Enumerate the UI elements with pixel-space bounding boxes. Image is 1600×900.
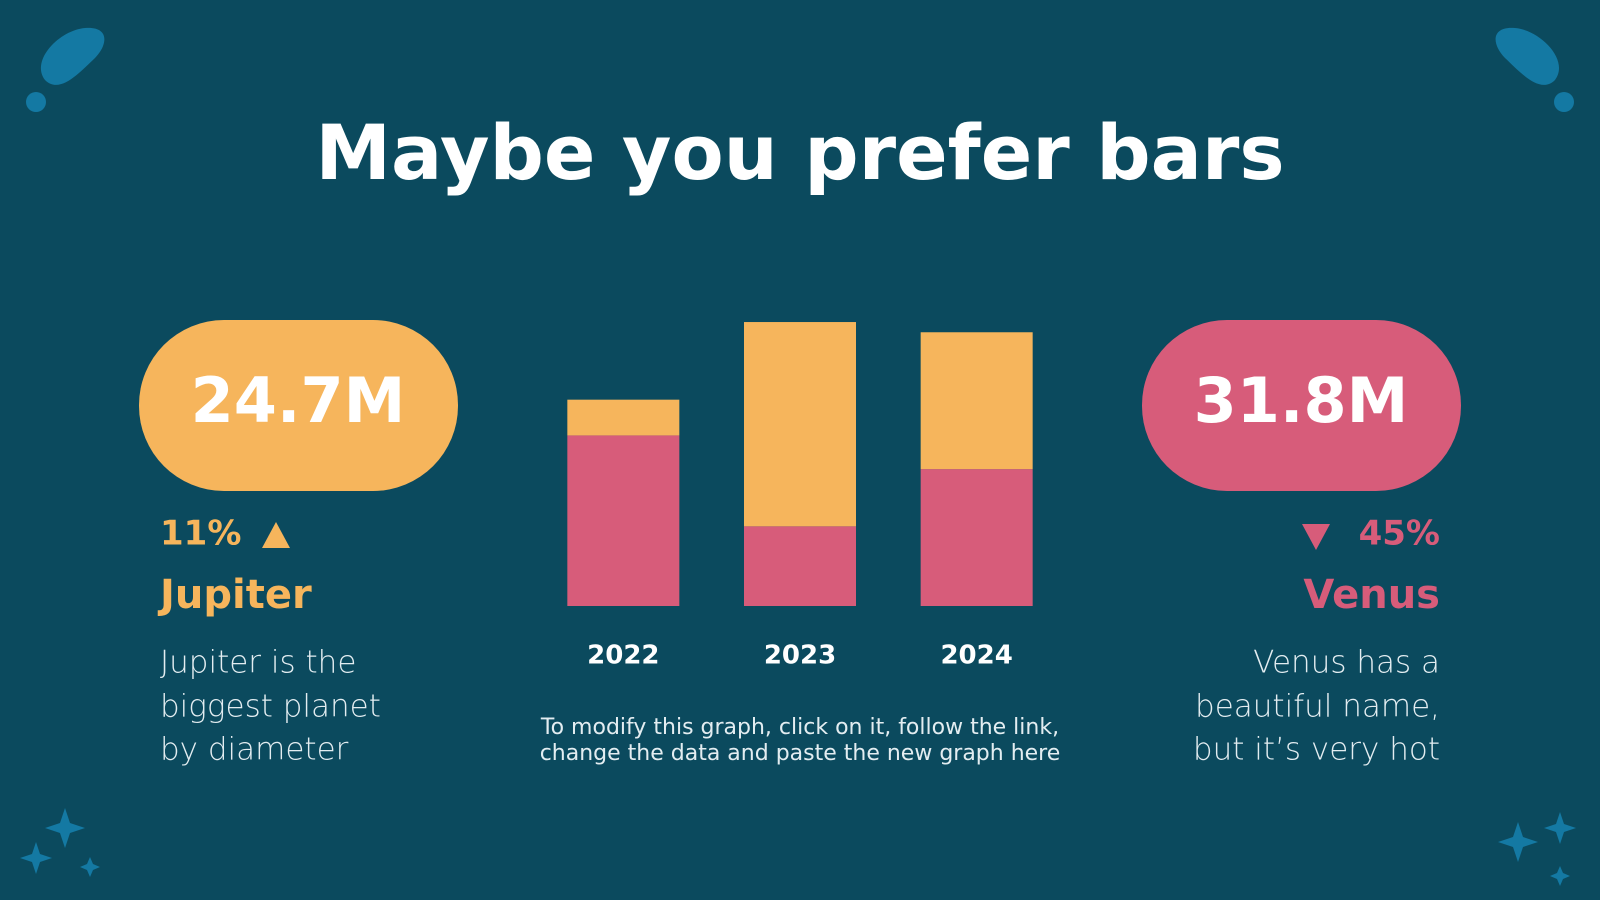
stat-badge: [1142, 320, 1461, 491]
description: but it’s very hot: [1193, 732, 1440, 768]
stat-value: 24.7M: [191, 364, 406, 437]
stat-badge: [139, 320, 458, 491]
note: To modify this graph, click on it, follo…: [540, 715, 1059, 740]
description: biggest planet: [160, 689, 381, 725]
note: change the data and paste the new graph …: [540, 741, 1061, 766]
up-arrow: [262, 522, 290, 548]
bar-segment: [567, 399, 680, 436]
bar-segment: [744, 322, 856, 527]
title: Maybe you prefer bars: [315, 108, 1284, 197]
bar-segment: [920, 469, 1033, 606]
stat-name: Venus: [1303, 572, 1440, 618]
x-tick-label: 2024: [940, 641, 1012, 671]
description: Venus has a: [1253, 645, 1440, 681]
stat-change: 11%: [160, 514, 241, 554]
stat-change: 45%: [1359, 514, 1440, 554]
description: by diameter: [160, 732, 349, 768]
chart: 2022 2023 2024: [567, 322, 1033, 671]
description: beautiful name,: [1195, 689, 1440, 725]
x-tick-label: 2022: [587, 641, 659, 671]
stat-value: 31.8M: [1194, 364, 1409, 437]
decoration: [20, 27, 1576, 886]
description: Jupiter is the: [160, 645, 356, 681]
bar-segment: [744, 526, 856, 606]
down-arrow: [1302, 524, 1330, 550]
bar-segment: [920, 332, 1033, 470]
stat-name: Jupiter: [157, 572, 312, 618]
bar-segment: [567, 435, 680, 606]
x-tick-label: 2023: [764, 641, 836, 671]
